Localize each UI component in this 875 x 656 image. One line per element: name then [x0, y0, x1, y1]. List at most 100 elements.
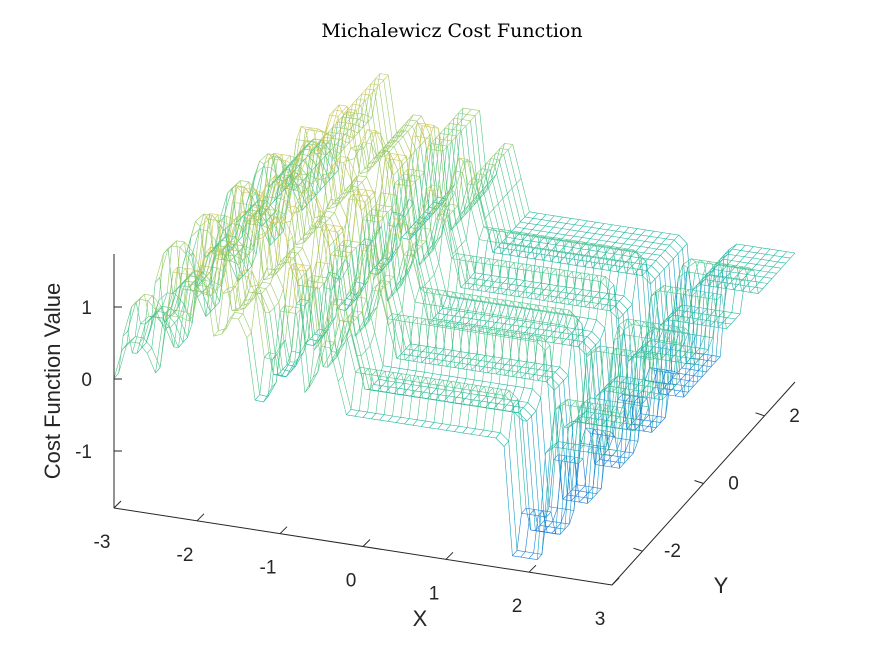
mesh-line	[583, 241, 588, 246]
mesh-line	[609, 421, 615, 428]
mesh-line	[680, 374, 686, 380]
mesh-line	[426, 143, 432, 149]
mesh-line	[591, 227, 600, 229]
mesh-line	[515, 226, 525, 229]
mesh-line	[511, 332, 517, 339]
mesh-line	[573, 230, 579, 237]
mesh-line	[360, 238, 366, 245]
mesh-line	[473, 284, 482, 286]
mesh-line	[652, 237, 658, 243]
mesh-line	[351, 181, 361, 244]
mesh-line	[482, 300, 491, 303]
mesh-line	[300, 126, 306, 130]
mesh-line	[317, 334, 323, 373]
mesh-line	[643, 426, 649, 432]
mesh-line	[567, 276, 577, 279]
mesh-line	[513, 398, 519, 405]
mesh-line	[361, 189, 367, 196]
mesh-line	[312, 226, 321, 228]
mesh-line	[202, 246, 211, 274]
mesh-line	[524, 387, 533, 390]
mesh-line	[611, 353, 621, 356]
mesh-line	[509, 249, 515, 256]
mesh-line	[557, 507, 566, 510]
mesh-line	[533, 322, 543, 325]
mesh-line	[507, 384, 516, 387]
mesh-line	[559, 528, 566, 535]
mesh-line	[708, 298, 718, 300]
mesh-line	[482, 158, 492, 190]
mesh-line	[550, 405, 560, 513]
mesh-line	[369, 332, 375, 346]
mesh-line	[721, 276, 727, 283]
mesh-line	[535, 397, 541, 412]
mesh-line	[591, 409, 597, 447]
mesh-line	[557, 216, 563, 223]
mesh-line	[552, 285, 558, 291]
mesh-line	[271, 210, 277, 216]
mesh-line	[600, 386, 606, 393]
mesh-line	[588, 261, 598, 264]
mesh-line	[531, 292, 541, 295]
mesh-line	[355, 366, 361, 373]
mesh-line	[380, 274, 386, 281]
mesh-line	[541, 336, 547, 382]
mesh-line	[486, 275, 492, 281]
mesh-line	[741, 285, 747, 292]
mesh-line	[627, 356, 633, 362]
mesh-line	[155, 367, 161, 374]
mesh-line	[218, 328, 227, 332]
mesh-line	[166, 307, 172, 314]
mesh-line	[566, 239, 572, 243]
mesh-line	[353, 290, 359, 297]
mesh-line	[402, 165, 411, 228]
mesh-line	[635, 413, 641, 420]
mesh-line	[720, 265, 729, 268]
mesh-line	[681, 362, 687, 369]
mesh-line	[319, 288, 329, 368]
mesh-line	[213, 242, 219, 249]
mesh-line	[427, 373, 434, 388]
mesh-line	[400, 119, 409, 137]
mesh-line	[205, 311, 211, 317]
mesh-line	[674, 371, 680, 375]
mesh-line	[605, 431, 611, 448]
mesh-line	[447, 140, 453, 147]
mesh-line	[653, 230, 663, 233]
mesh-line	[629, 394, 638, 397]
mesh-line	[703, 349, 709, 355]
mesh-line	[433, 318, 442, 321]
mesh-line	[398, 234, 407, 269]
mesh-line	[660, 323, 666, 330]
mesh-line	[375, 246, 385, 281]
mesh-line	[569, 340, 575, 346]
mesh-line	[722, 265, 728, 271]
mesh-line	[579, 219, 588, 222]
mesh-line	[415, 258, 421, 290]
mesh-line	[487, 334, 496, 336]
mesh-line	[345, 191, 351, 198]
mesh-line	[234, 219, 240, 265]
mesh-line	[442, 151, 452, 231]
mesh-line	[357, 88, 367, 134]
mesh-line	[532, 308, 541, 311]
x-tick-label: 2	[512, 596, 523, 617]
mesh-line	[360, 100, 366, 106]
mesh-line	[710, 264, 716, 271]
mesh-line	[418, 376, 427, 378]
mesh-line	[399, 124, 405, 131]
mesh-line	[610, 431, 616, 438]
mesh-line	[431, 289, 437, 305]
mesh-line	[719, 276, 729, 279]
mesh-line	[503, 243, 513, 246]
mesh-line	[470, 331, 479, 334]
mesh-line	[268, 153, 274, 159]
mesh-line	[246, 337, 256, 401]
mesh-line	[419, 286, 428, 289]
mesh-line	[654, 387, 664, 389]
mesh-line	[305, 129, 311, 153]
mesh-line	[731, 255, 737, 261]
mesh-line	[759, 281, 768, 284]
mesh-line	[487, 372, 497, 375]
mesh-line	[715, 254, 725, 362]
